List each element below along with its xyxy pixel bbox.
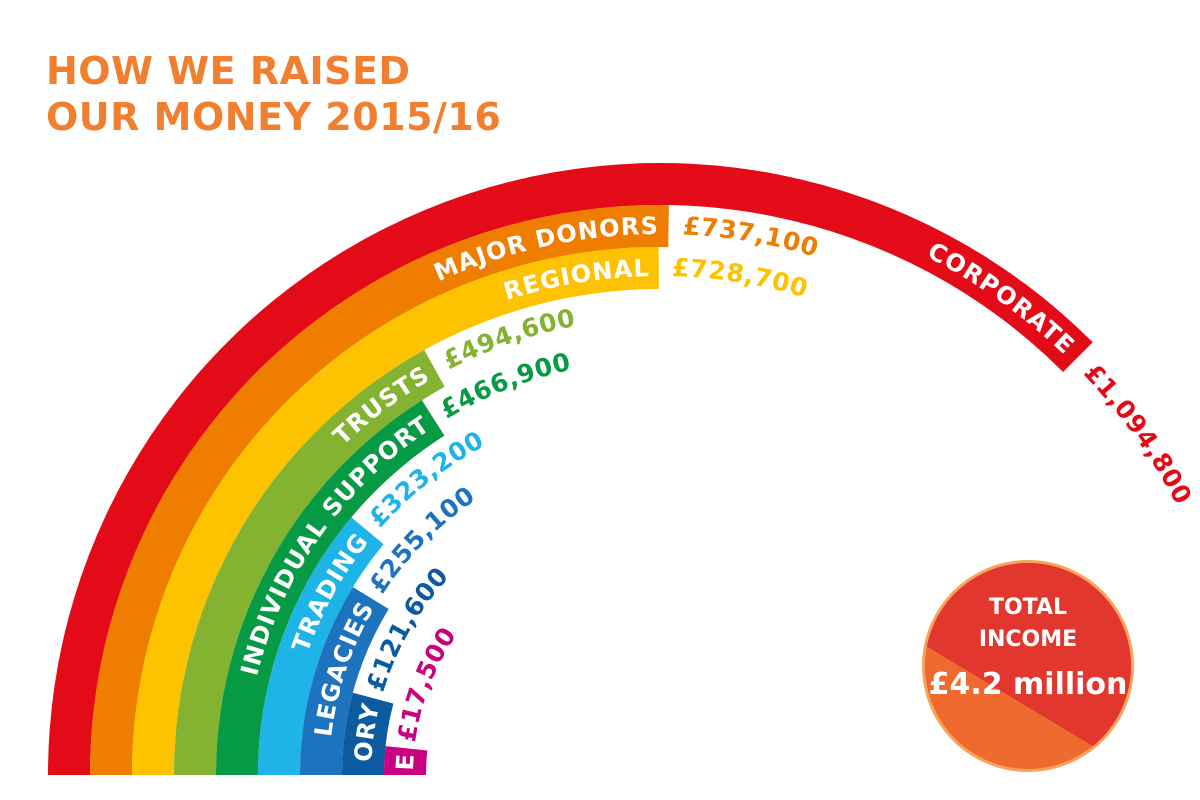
band-trading xyxy=(258,517,384,775)
chart-title: HOW WE RAISED OUR MONEY 2015/16 xyxy=(46,48,501,140)
band-trusts xyxy=(174,349,445,775)
title-line-1: HOW WE RAISED xyxy=(46,49,411,93)
badge-shade xyxy=(925,563,1131,769)
badge-amount: £4.2 million xyxy=(929,667,1128,702)
badge-line-2: INCOME xyxy=(979,627,1077,652)
rainbow-bands xyxy=(47,162,1093,776)
band-investment-income xyxy=(384,746,428,775)
value-label-regional: £728,700 xyxy=(672,253,812,303)
band-individual-support xyxy=(216,400,445,775)
badge-line-1: TOTAL xyxy=(989,595,1067,620)
category-label-corporate: CORPORATE xyxy=(923,237,1080,360)
band-corporate xyxy=(47,162,1093,776)
band-statutory xyxy=(342,692,394,775)
band-major-donors xyxy=(90,204,669,775)
band-legacies xyxy=(300,587,389,775)
title-line-2: OUR MONEY 2015/16 xyxy=(46,95,502,139)
band-regional xyxy=(132,247,659,776)
value-label-corporate: £1,094,800 xyxy=(1078,358,1197,509)
total-income-badge: TOTAL INCOME £4.2 million xyxy=(922,560,1134,772)
